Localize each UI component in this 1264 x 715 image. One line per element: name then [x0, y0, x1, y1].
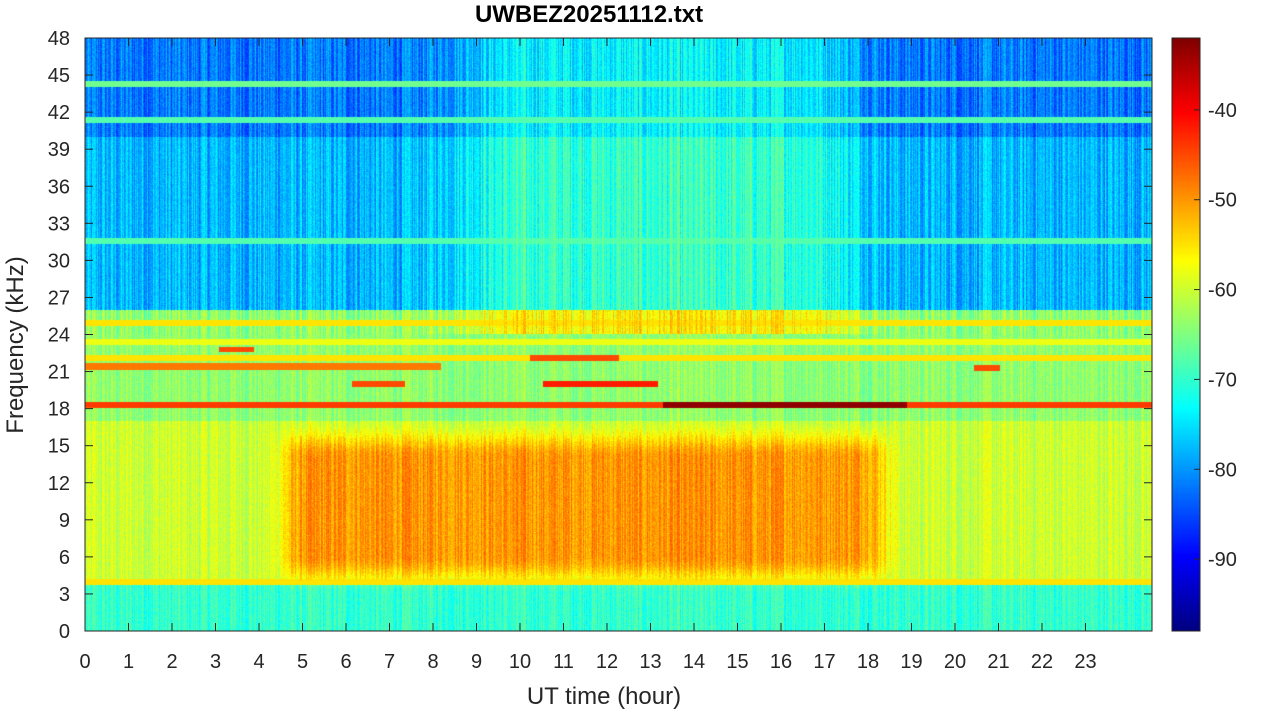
x-tick-label: 8 [427, 651, 438, 673]
colorbar-tick-label: -50 [1208, 190, 1237, 212]
x-tick-label: 5 [297, 651, 308, 673]
y-tick-label: 27 [48, 287, 70, 309]
y-tick-label: 12 [48, 473, 70, 495]
x-tick-label: 10 [509, 651, 531, 673]
y-tick-label: 6 [59, 547, 70, 569]
colorbar-tick-label: -60 [1208, 280, 1237, 302]
y-tick-label: 21 [48, 362, 70, 384]
heatmap-area-wrapper [85, 38, 1152, 631]
y-tick-label: 9 [59, 510, 70, 532]
colorbar-tick-label: -40 [1208, 100, 1237, 122]
x-tick-label: 21 [987, 651, 1009, 673]
x-tick-label: 20 [944, 651, 966, 673]
chart-title: UWBEZ20251112.txt [475, 1, 703, 28]
colorbar-tick-label: -70 [1208, 369, 1237, 391]
x-tick-label: 1 [123, 651, 134, 673]
y-tick-label: 3 [59, 584, 70, 606]
x-tick-label: 23 [1074, 651, 1096, 673]
x-tick-label: 3 [210, 651, 221, 673]
x-tick-label: 15 [726, 651, 748, 673]
x-tick-label: 4 [253, 651, 264, 673]
x-axis-label: UT time (hour) [527, 683, 681, 710]
y-tick-label: 24 [48, 325, 70, 347]
x-tick-label: 6 [340, 651, 351, 673]
colorbar-axis: -40 -50 -60 -70 -80 -90 [1194, 100, 1237, 571]
y-tick-label: 39 [48, 139, 70, 161]
y-tick-label: 15 [48, 436, 70, 458]
y-tick-label: 0 [59, 621, 70, 643]
x-axis: 0 1 2 3 4 5 6 7 8 9 10 11 12 13 14 15 16 17 18 19 20 21 22 23 [79, 38, 1097, 673]
colorbar-wrapper [1172, 38, 1200, 631]
x-tick-label: 13 [639, 651, 661, 673]
y-tick-label: 36 [48, 176, 70, 198]
y-tick-label: 33 [48, 213, 70, 235]
x-tick-label: 9 [471, 651, 482, 673]
x-tick-label: 16 [770, 651, 792, 673]
x-tick-label: 17 [813, 651, 835, 673]
y-tick-label: 42 [48, 102, 70, 124]
x-tick-label: 14 [683, 651, 705, 673]
y-tick-label: 45 [48, 65, 70, 87]
x-tick-label: 7 [384, 651, 395, 673]
colorbar-tick-label: -90 [1208, 549, 1237, 571]
x-tick-label: 0 [79, 651, 90, 673]
y-tick-label: 30 [48, 250, 70, 272]
colorbar-frame [1171, 37, 1201, 632]
y-tick-label: 48 [48, 28, 70, 50]
y-tick-label: 18 [48, 399, 70, 421]
x-tick-label: 12 [596, 651, 618, 673]
x-tick-label: 11 [553, 651, 574, 673]
x-tick-label: 18 [857, 651, 879, 673]
colorbar-gradient [1172, 38, 1200, 631]
x-tick-label: 19 [900, 651, 922, 673]
x-tick-label: 22 [1031, 651, 1053, 673]
heatmap-canvas[interactable] [85, 38, 1152, 631]
colorbar-tick-label: -80 [1208, 459, 1237, 481]
x-tick-label: 2 [166, 651, 177, 673]
y-axis-label: Frequency (kHz) [2, 256, 29, 433]
